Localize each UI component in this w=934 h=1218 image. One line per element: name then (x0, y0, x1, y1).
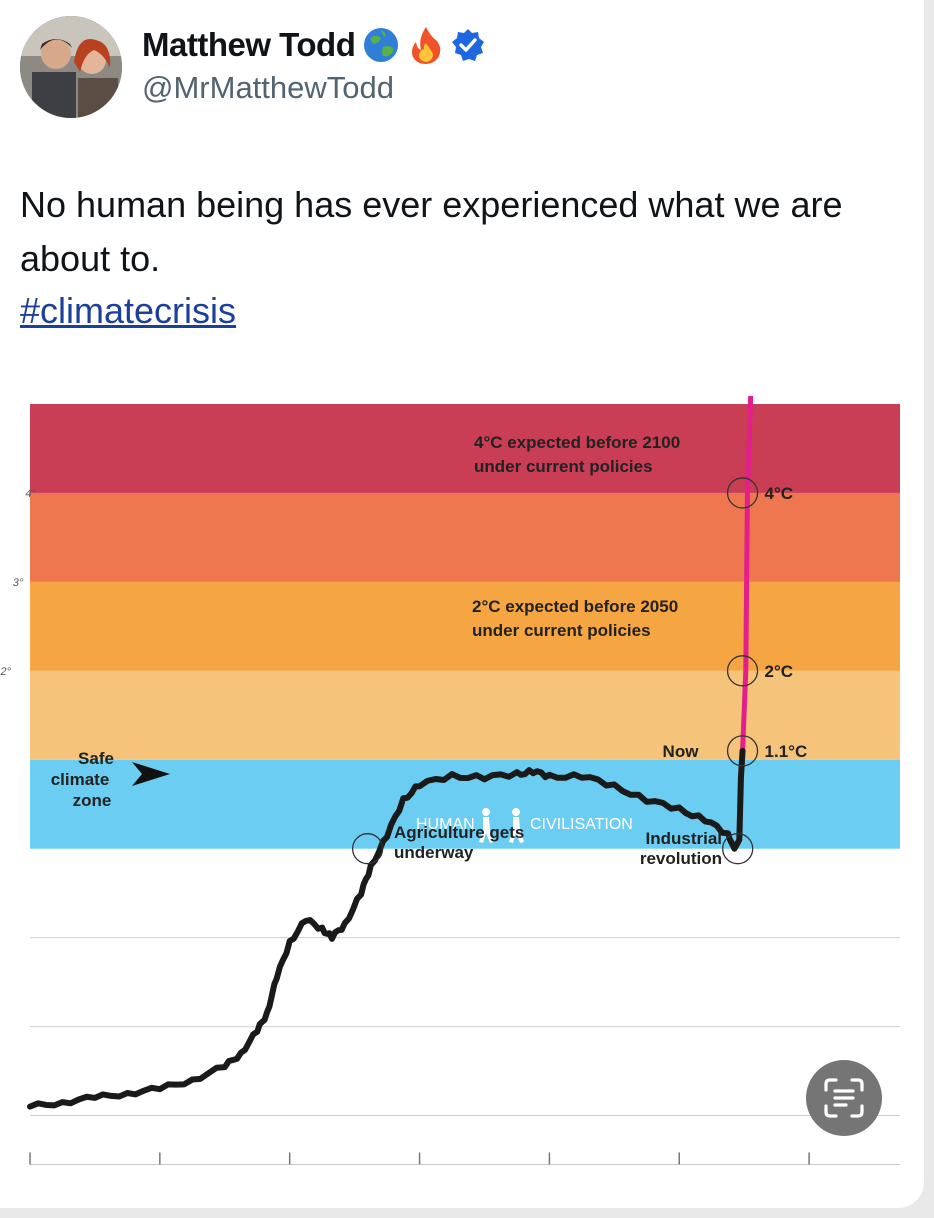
hashtag-link[interactable]: #climatecrisis (20, 290, 237, 331)
annotation-industrial-line2: revolution (640, 849, 722, 868)
annotation-4c-line2: under current policies (474, 457, 653, 476)
figure-head (512, 808, 520, 817)
annotation-4c-line1: 4°C expected before 2100 (474, 433, 680, 452)
walking-figure-icon (509, 808, 524, 844)
globe-emoji-icon (364, 28, 399, 62)
temp-band-4 (30, 404, 900, 493)
figure-body (509, 817, 524, 844)
climate-chart[interactable]: -3°-2°-1°0°1°2°3°4° -20,000-16,000-12,00… (0, 390, 924, 1180)
civilisation-label-left: HUMAN (416, 816, 475, 833)
tweet-text: No human being has ever experienced what… (20, 184, 843, 279)
annotation-agriculture-line2: underway (394, 843, 474, 862)
text-scan-icon (824, 1078, 864, 1118)
safe-zone-arrow-icon (132, 762, 170, 786)
civilisation-label-right: CIVILISATION (530, 816, 633, 833)
marker-circle-1 (722, 833, 754, 865)
author-name[interactable]: Matthew Todd (142, 26, 356, 63)
author-name-row[interactable]: Matthew Todd (142, 22, 485, 68)
avatar[interactable] (20, 16, 122, 118)
figure-head (482, 808, 490, 817)
safe-zone-line1: Safe (78, 749, 114, 768)
y-tick-label: 3° (12, 577, 24, 589)
author-handle[interactable]: @MrMatthewTodd (142, 70, 394, 105)
marker-label-1-1c: 1.1°C (765, 742, 808, 761)
walking-figure-icon (479, 808, 494, 844)
avatar-image (20, 16, 122, 118)
temperature-line (27, 747, 746, 1110)
figure-body (479, 817, 494, 844)
temp-band-0 (30, 759, 900, 849)
temp-band-2 (30, 581, 900, 671)
marker-label-2c: 2°C (765, 662, 794, 681)
annotation-2c-line2: under current policies (472, 621, 651, 640)
safe-zone-line3: zone (73, 791, 112, 810)
marker-circle-3 (726, 655, 759, 687)
annotation-agriculture-line1: Agriculture gets (394, 823, 524, 842)
y-tick-label: 2° (0, 666, 12, 678)
safe-zone-line2: climate (51, 770, 110, 789)
marker-circle-0 (351, 833, 384, 865)
projection-line (740, 395, 754, 751)
text-scan-button[interactable] (806, 1060, 882, 1136)
y-tick-label: 4° (25, 488, 37, 500)
fire-emoji-icon (412, 27, 441, 64)
marker-circle-2 (726, 735, 759, 767)
marker-label-4c: 4°C (765, 484, 794, 503)
annotation-industrial-line1: Industrial (645, 829, 722, 848)
annotation-2c-line1: 2°C expected before 2050 (472, 597, 678, 616)
chart-svg: -3°-2°-1°0°1°2°3°4° -20,000-16,000-12,00… (0, 395, 900, 1165)
verified-badge-icon (452, 29, 485, 61)
temp-band-1 (30, 670, 900, 760)
temp-band-3 (30, 492, 900, 582)
annotation-now: Now (663, 742, 700, 761)
marker-circle-4 (726, 477, 759, 509)
